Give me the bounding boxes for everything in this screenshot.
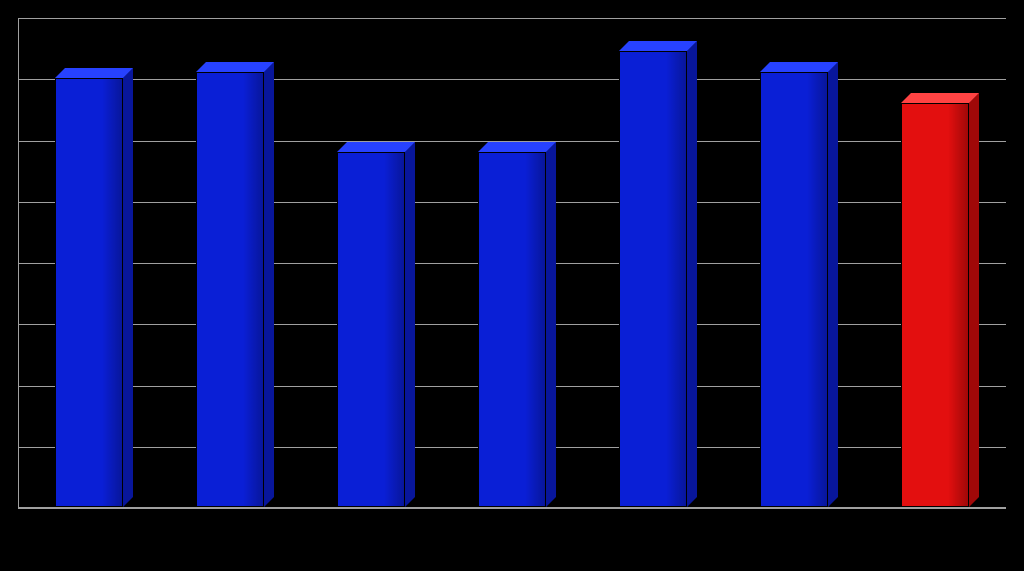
bar-top-face (901, 93, 979, 103)
bar (196, 72, 264, 507)
bar-side-face (687, 41, 697, 507)
bar-side-face (969, 93, 979, 507)
bar (478, 152, 546, 507)
bar-side-face (546, 142, 556, 507)
bar-top-face (55, 68, 133, 78)
bar (619, 51, 687, 507)
bar-side-face (828, 62, 838, 507)
bar-top-face (196, 62, 274, 72)
bar-top-face (478, 142, 556, 152)
bar-side-face (405, 142, 415, 507)
gridline (18, 508, 1006, 509)
bar-side-face (123, 68, 133, 507)
bar-top-face (619, 41, 697, 51)
bar (337, 152, 405, 507)
bar (901, 103, 969, 507)
bars-group (18, 18, 1006, 508)
bar-side-face (264, 62, 274, 507)
bar-top-face (760, 62, 838, 72)
bar-top-face (337, 142, 415, 152)
bar-chart (0, 0, 1024, 571)
bar (760, 72, 828, 507)
bar (55, 78, 123, 507)
